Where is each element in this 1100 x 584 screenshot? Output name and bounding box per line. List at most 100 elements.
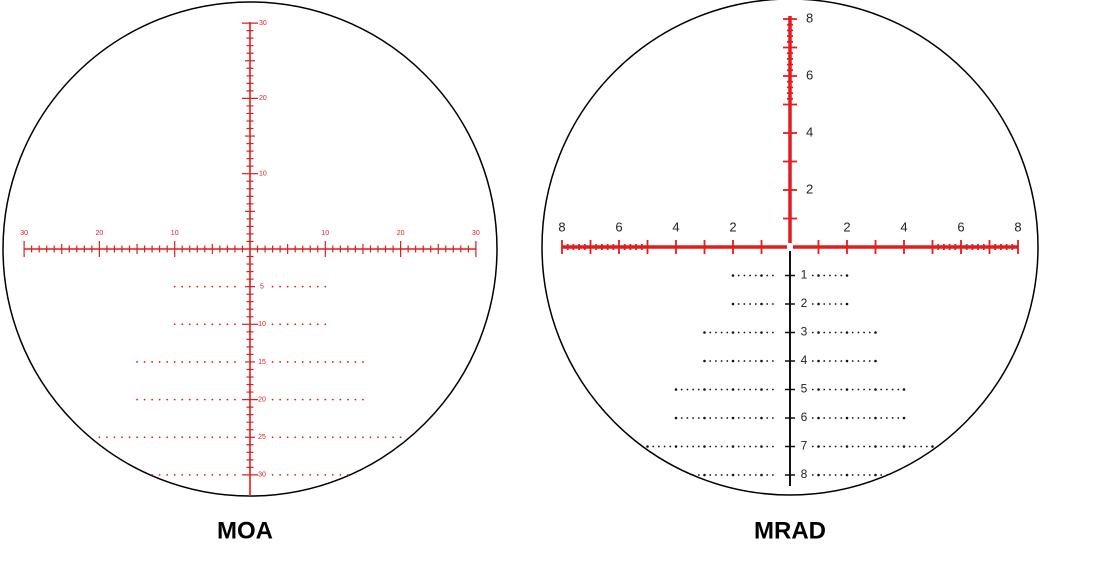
hold-dot (840, 303, 843, 305)
hold-dot (331, 474, 334, 476)
vertical-label: 6 (806, 67, 813, 82)
hold-dot (226, 436, 229, 439)
hold-dot (857, 445, 860, 448)
hold-dot (715, 388, 717, 391)
hold-dot (309, 323, 312, 326)
hold-dot (760, 274, 763, 277)
hold-dot (817, 388, 820, 391)
hold-dot (196, 361, 199, 363)
hold-dot (346, 474, 349, 476)
hold-dot (166, 398, 169, 401)
hold-dot (823, 445, 826, 448)
hold-dot (874, 331, 877, 334)
hold-dot (324, 285, 327, 288)
hold-dot (817, 331, 820, 334)
hold-dot (772, 303, 774, 305)
hold-dot (840, 388, 843, 391)
hold-dot (234, 398, 236, 401)
hold-dot (823, 303, 826, 305)
hold-dot (703, 331, 706, 334)
hold-dot (286, 361, 289, 363)
hold-dot (868, 331, 871, 334)
hold-dot (143, 474, 146, 476)
mrad-reticle: 8 6 4 2 8 6 4 2 2 4 6 8 1 2 3 4 5 6 7 8 (558, 10, 1022, 486)
vertical-label: 8 (806, 10, 813, 25)
hold-dot (772, 331, 774, 334)
hold-dot (234, 474, 236, 476)
hold-dot (772, 360, 774, 362)
hold-dot (181, 285, 184, 288)
hold-dot (845, 274, 849, 277)
hold-dot (891, 388, 894, 391)
hold-dot (294, 323, 297, 326)
hold-dot (743, 417, 746, 419)
hold-dot (113, 436, 116, 439)
hold-dot (811, 274, 814, 277)
hold-dot (703, 388, 706, 391)
hold-dot (845, 445, 849, 448)
hold-dot (823, 360, 826, 362)
hold-dot (743, 274, 746, 277)
hold-dot (834, 303, 837, 305)
hold-dot (726, 360, 729, 362)
horizontal-label: 6 (615, 219, 622, 234)
hold-dot (166, 361, 169, 363)
hold-dot (754, 274, 757, 277)
hold-dot (726, 388, 729, 391)
hold-dot (811, 445, 814, 448)
hold-dot (817, 274, 820, 277)
hold-dot (234, 436, 236, 439)
hold-dot (362, 474, 364, 476)
hold-dot (203, 398, 206, 401)
drop-label: 6 (801, 410, 808, 424)
hold-dot (834, 274, 837, 277)
drop-label: 20 (258, 396, 266, 403)
hold-dot (271, 323, 274, 326)
hold-dot (823, 331, 826, 334)
hold-dot (331, 436, 334, 439)
hold-dot (743, 388, 746, 391)
hold-dot (196, 436, 199, 439)
hold-dot (646, 473, 649, 477)
hold-dot (181, 398, 184, 401)
drop-label: 15 (258, 359, 266, 366)
hold-dot (218, 436, 221, 439)
hold-dot (211, 398, 214, 401)
hold-dot (680, 445, 683, 448)
hold-dot (658, 474, 660, 476)
hold-dot (902, 445, 906, 448)
hold-dot (817, 416, 820, 420)
hold-dot (731, 302, 735, 306)
hold-dot (726, 474, 729, 476)
scope-circle (541, 0, 1039, 496)
hold-dot (324, 398, 327, 401)
hold-dot (181, 361, 184, 363)
reticle-caption: MRAD (754, 517, 826, 544)
drop-label: 5 (260, 283, 264, 290)
hold-dot (181, 474, 184, 476)
hold-dot (151, 474, 154, 476)
hold-dot (331, 398, 334, 401)
hold-dot (218, 398, 221, 401)
hold-dot (731, 359, 735, 363)
hold-dot (737, 474, 740, 476)
hold-dot (845, 388, 849, 391)
hold-dot (362, 398, 364, 401)
hold-dot (286, 323, 289, 326)
drop-label: 7 (801, 439, 808, 453)
horizontal-label: 4 (900, 219, 907, 234)
hold-dot (829, 445, 831, 448)
hold-dot (151, 398, 154, 401)
drop-label: 30 (258, 472, 266, 479)
hold-dot (271, 436, 274, 439)
hold-dot (384, 436, 387, 439)
hold-dot (880, 388, 883, 391)
hold-dot (158, 474, 161, 476)
hold-dot (874, 445, 877, 448)
horizontal-label: 30 (472, 230, 480, 237)
hold-dot (279, 436, 282, 439)
hold-dot (674, 388, 678, 391)
hold-dot (811, 388, 814, 391)
hold-dot (136, 398, 138, 401)
hold-dot (772, 417, 774, 419)
